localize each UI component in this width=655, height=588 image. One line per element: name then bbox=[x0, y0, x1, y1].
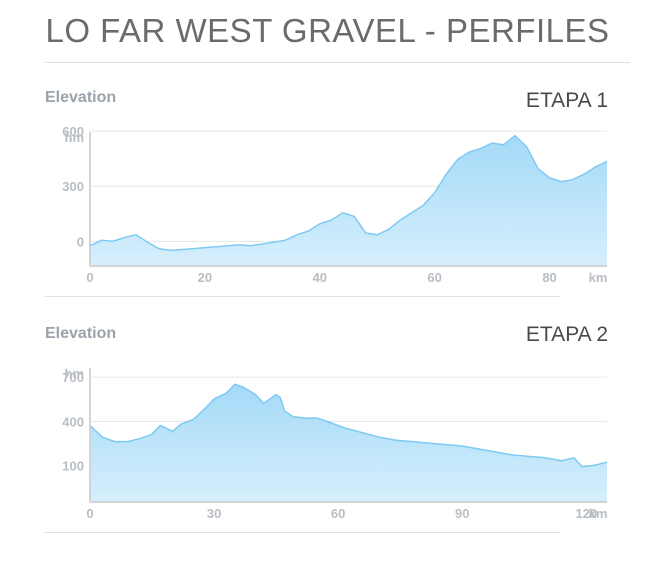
x-tick-label-1: 20 bbox=[198, 270, 212, 285]
x-tick-label-4: 120 bbox=[575, 506, 597, 521]
y-tick-label-0: 100 bbox=[62, 458, 84, 473]
stage-title-1: ETAPA 1 bbox=[525, 89, 608, 112]
y-tick-label-0: 0 bbox=[77, 234, 84, 249]
y-axis-unit-label: hm bbox=[65, 366, 85, 381]
panel-divider-2 bbox=[45, 532, 560, 533]
y-tick-label-2: 600 bbox=[62, 124, 84, 139]
stage-title-2: ETAPA 2 bbox=[525, 323, 608, 346]
y-axis-unit-label: hm bbox=[65, 130, 85, 145]
x-tick-label-3: 60 bbox=[427, 270, 441, 285]
x-tick-label-2: 40 bbox=[313, 270, 327, 285]
elevation-label-2: Elevation bbox=[45, 325, 117, 342]
elevation-area bbox=[90, 384, 607, 502]
x-tick-label-0: 0 bbox=[86, 506, 93, 521]
elevation-label-1: Elevation bbox=[45, 89, 117, 106]
elevation-line bbox=[89, 134, 608, 252]
y-tick-label-2: 700 bbox=[62, 370, 84, 385]
x-axis-unit-label: km bbox=[589, 270, 608, 285]
elevation-line bbox=[89, 383, 608, 468]
x-tick-label-2: 60 bbox=[331, 506, 345, 521]
elevation-area bbox=[90, 135, 607, 266]
page-title: LO FAR WEST GRAVEL - PERFILES bbox=[45, 12, 610, 49]
y-tick-label-1: 300 bbox=[62, 179, 84, 194]
x-tick-label-4: 80 bbox=[542, 270, 556, 285]
x-tick-label-0: 0 bbox=[86, 270, 93, 285]
title-divider bbox=[45, 62, 630, 63]
panel-divider-1 bbox=[45, 296, 560, 297]
y-tick-label-1: 400 bbox=[62, 414, 84, 429]
x-tick-label-3: 90 bbox=[455, 506, 469, 521]
x-axis-unit-label: km bbox=[589, 506, 608, 521]
x-tick-label-1: 30 bbox=[207, 506, 221, 521]
